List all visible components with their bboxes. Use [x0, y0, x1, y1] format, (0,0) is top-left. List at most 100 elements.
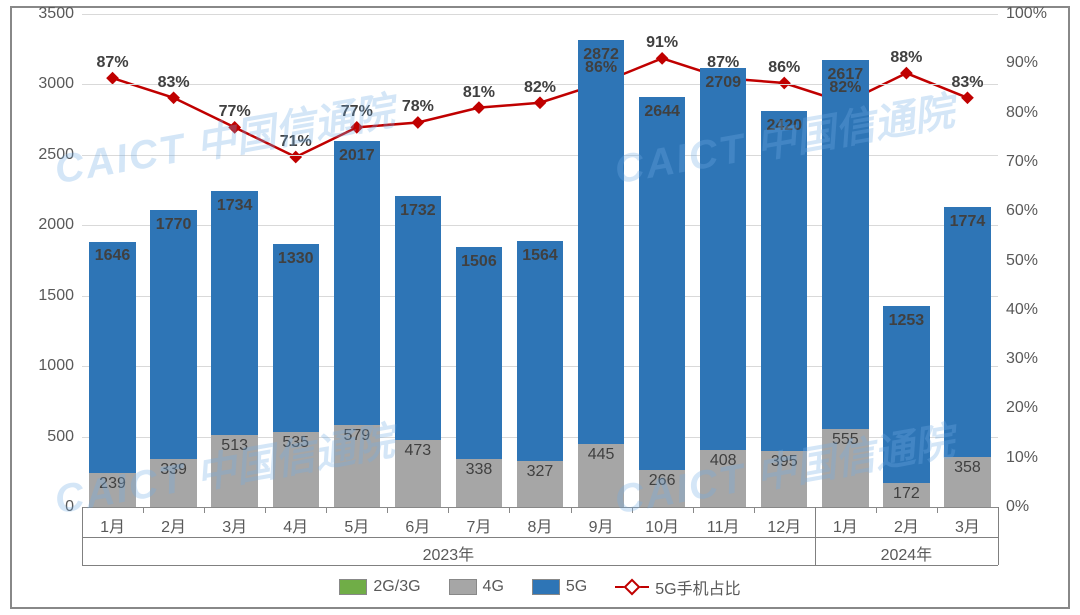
label-5g-value: 2709: [705, 74, 741, 92]
bar-slot: 339177083%2月: [143, 14, 204, 507]
seg-5g: [517, 241, 563, 461]
label-line-pct: 71%: [280, 133, 312, 151]
bar-slot: 535133071%4月: [265, 14, 326, 507]
label-line-pct: 77%: [341, 103, 373, 121]
label-line-pct: 83%: [158, 74, 190, 92]
chart-frame: 05001000150020002500300035000%10%20%30%4…: [10, 6, 1070, 609]
seg-5g: [761, 111, 807, 452]
label-5g-value: 2420: [766, 117, 802, 135]
bar-slot: 358177483%3月: [937, 14, 998, 507]
bar-slot: 555261782%1月: [815, 14, 876, 507]
y-left-tick-label: 1500: [38, 287, 74, 305]
label-4g-value: 327: [527, 463, 554, 481]
x-tick-label: 12月: [767, 513, 801, 537]
seg-5g: [883, 306, 929, 482]
label-4g-value: 172: [893, 485, 920, 503]
label-4g-value: 445: [588, 446, 615, 464]
y-right-tick-label: 20%: [1006, 399, 1038, 417]
bar-stack: [273, 244, 319, 507]
legend-line-swatch: [615, 580, 649, 594]
year-group-baseline: [82, 565, 998, 566]
x-tick-label: 7月: [466, 513, 491, 537]
label-5g-value: 1506: [461, 253, 497, 271]
label-line-pct: 82%: [524, 79, 556, 97]
label-line-pct: 81%: [463, 84, 495, 102]
label-line-pct: 77%: [219, 103, 251, 121]
bar-slot: 473173278%6月: [387, 14, 448, 507]
x-tick-mark: [937, 507, 938, 513]
y-left-tick-label: 3000: [38, 75, 74, 93]
label-4g-value: 358: [954, 459, 981, 477]
y-left-tick-label: 2500: [38, 146, 74, 164]
seg-5g: [89, 242, 135, 474]
label-line-pct: 86%: [585, 59, 617, 77]
legend-item-line: 5G手机占比: [615, 575, 740, 599]
label-line-pct: 91%: [646, 34, 678, 52]
bar-slot: 266264491%10月: [632, 14, 693, 507]
bar-slot: 172125388%2月: [876, 14, 937, 507]
y-left-tick-label: 0: [65, 498, 74, 516]
legend-label: 2G/3G: [373, 578, 420, 596]
seg-5g: [822, 60, 868, 429]
label-4g-value: 513: [221, 437, 248, 455]
label-4g-value: 266: [649, 472, 676, 490]
year-group-label: 2024年: [881, 541, 933, 565]
legend-label: 5G手机占比: [655, 575, 740, 599]
x-tick-mark: [204, 507, 205, 513]
x-tick-mark: [754, 507, 755, 513]
seg-5g: [273, 244, 319, 431]
bar-stack: [700, 68, 746, 507]
seg-5g: [700, 68, 746, 450]
x-tick-mark: [387, 507, 388, 513]
x-tick-label: 2月: [894, 513, 919, 537]
label-4g-value: 535: [282, 434, 309, 452]
x-tick-mark: [143, 507, 144, 513]
year-divider: [815, 507, 816, 565]
bar-slot: 327156482%8月: [509, 14, 570, 507]
grid-line: [82, 507, 998, 508]
label-4g-value: 408: [710, 452, 737, 470]
label-5g-value: 1770: [156, 216, 192, 234]
x-tick-label: 5月: [344, 513, 369, 537]
label-4g-value: 473: [405, 442, 432, 460]
year-divider: [82, 507, 83, 565]
label-5g-value: 1646: [95, 247, 131, 265]
label-4g-value: 339: [160, 461, 187, 479]
seg-5g: [639, 97, 685, 469]
month-row-baseline: [82, 537, 998, 538]
label-line-pct: 87%: [707, 54, 739, 72]
seg-5g: [456, 247, 502, 459]
label-4g-value: 579: [343, 427, 370, 445]
label-4g-value: 239: [99, 475, 126, 493]
bar-slot: 579201777%5月: [326, 14, 387, 507]
label-4g-value: 338: [466, 461, 493, 479]
legend-swatch: [532, 579, 560, 595]
label-4g-value: 395: [771, 453, 798, 471]
seg-5g: [150, 210, 196, 459]
seg-5g: [334, 141, 380, 425]
plot-area: 05001000150020002500300035000%10%20%30%4…: [82, 14, 998, 507]
seg-5g: [211, 191, 257, 435]
y-right-tick-label: 100%: [1006, 5, 1047, 23]
x-tick-label: 1月: [100, 513, 125, 537]
label-line-pct: 87%: [97, 54, 129, 72]
y-right-tick-label: 70%: [1006, 153, 1038, 171]
bar-slot: 445287286%9月: [571, 14, 632, 507]
x-tick-label: 3月: [955, 513, 980, 537]
legend-item-2g3g: 2G/3G: [339, 578, 420, 596]
label-line-pct: 86%: [768, 59, 800, 77]
label-line-pct: 82%: [829, 79, 861, 97]
x-tick-mark: [632, 507, 633, 513]
x-tick-mark: [571, 507, 572, 513]
x-tick-label: 8月: [528, 513, 553, 537]
x-tick-mark: [448, 507, 449, 513]
y-right-tick-label: 60%: [1006, 202, 1038, 220]
bar-stack: [578, 40, 624, 507]
bar-slot: 513173477%3月: [204, 14, 265, 507]
year-group-label: 2023年: [423, 541, 475, 565]
bar-stack: [89, 242, 135, 508]
y-right-tick-label: 10%: [1006, 449, 1038, 467]
y-right-tick-label: 0%: [1006, 498, 1029, 516]
bar-stack: [883, 306, 929, 507]
label-5g-value: 1330: [278, 250, 314, 268]
